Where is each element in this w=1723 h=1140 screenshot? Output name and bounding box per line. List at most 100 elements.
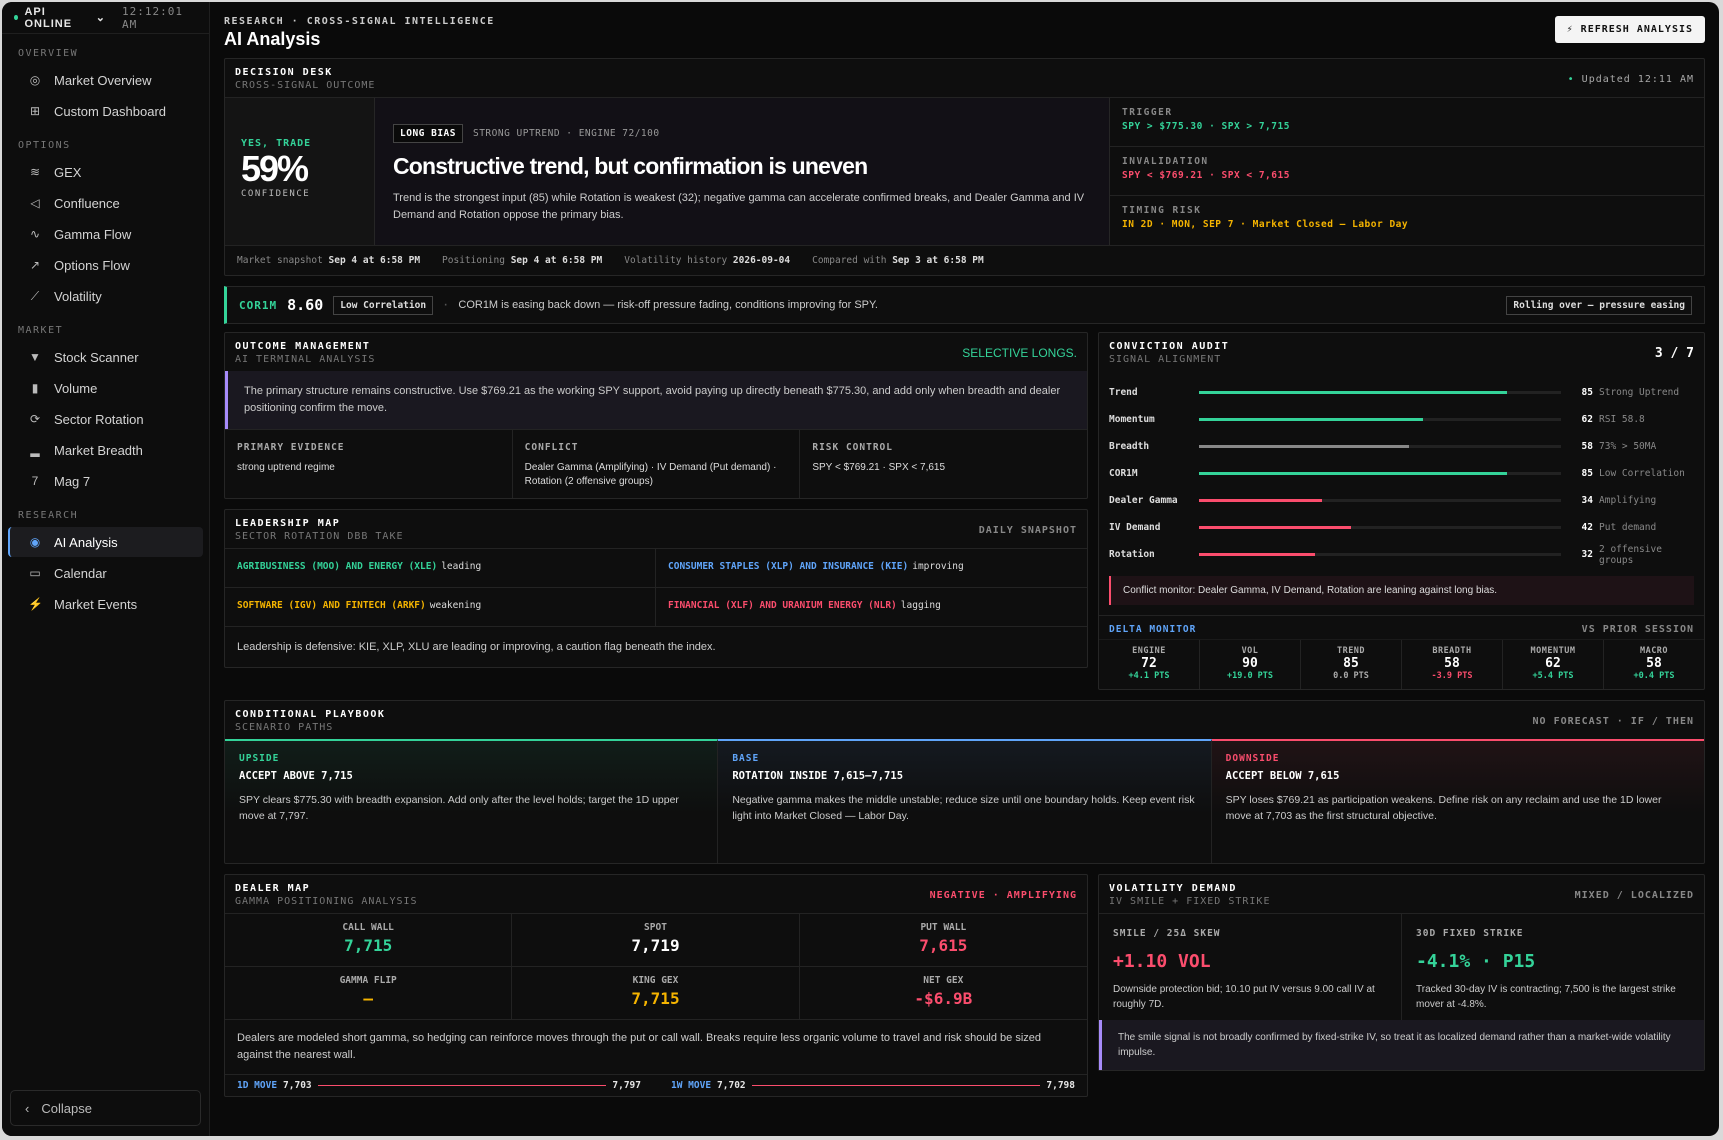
sidebar-item-sector-rotation[interactable]: ⟳ Sector Rotation (8, 404, 203, 434)
sidebar: API ONLINE ⌄ 12:12:01 AM OVERVIEW ◎ Market… (2, 2, 210, 1136)
api-status[interactable]: API ONLINE ⌄ 12:12:01 AM (2, 2, 209, 34)
delta-cell: MACRO 58 +0.4 PTS (1604, 640, 1704, 689)
invalidation-value: SPY < $769.21 · SPX < 7,615 (1122, 170, 1290, 181)
audit-row: COR1M 85 Low Correlation (1109, 460, 1694, 487)
audit-label: IV Demand (1109, 522, 1161, 533)
audit-note: Strong Uptrend (1599, 387, 1680, 398)
sidebar-item-confluence[interactable]: ◁ Confluence (8, 188, 203, 218)
sidebar-section-title: OVERVIEW (18, 48, 79, 59)
calendar-icon: ▭ (29, 566, 41, 580)
audit-label: Momentum (1109, 414, 1155, 425)
delta-grid: ENGINE 72 +4.1 PTS VOL 90 +19.0 PTS TREND 85 0.0… (1099, 639, 1704, 689)
vol-label: 30D FIXED STRIKE (1416, 928, 1524, 939)
status-time: 12:12:01 AM (121, 4, 183, 31)
audit-value: 85 (1581, 387, 1593, 398)
audit-note: Put demand (1599, 522, 1657, 533)
sidebar-item-market-events[interactable]: ⚡ Market Events (8, 589, 203, 619)
sidebar-item-market-overview[interactable]: ◎ Market Overview (8, 65, 203, 95)
card-subtitle: IV SMILE + FIXED STRIKE (1109, 896, 1271, 907)
scenario-upside: UPSIDE ACCEPT ABOVE 7,715 SPY clears $775.… (225, 739, 719, 863)
scenario-label: UPSIDE (239, 753, 280, 764)
snapshot-value: 2026-09-04 (732, 255, 791, 266)
audit-bar (1199, 526, 1561, 529)
sidebar-item-market-breadth[interactable]: ▂ Market Breadth (8, 435, 203, 465)
custom-dashboard-icon: ⊞ (29, 104, 41, 118)
card-subtitle: AI TERMINAL ANALYSIS (235, 354, 376, 365)
sidebar-item-label: Mag 7 (54, 473, 91, 489)
delta-change: +0.4 PTS (1633, 671, 1675, 681)
confidence-value: 59% (241, 148, 309, 189)
sidebar-item-gamma-flow[interactable]: ∿ Gamma Flow (8, 219, 203, 249)
sidebar-item-options-flow[interactable]: ↗ Options Flow (8, 250, 203, 280)
leadership-cell: FINANCIAL (XLF) AND URANIUM ENERGY (NLR)… (656, 588, 1087, 627)
dealer-cell-king-gex: KING GEX 7,715 (512, 967, 800, 1020)
timing-label: TIMING RISK (1122, 205, 1202, 216)
delta-cell: MOMENTUM 62 +5.4 PTS (1503, 640, 1604, 689)
sidebar-item-volume[interactable]: ▮ Volume (8, 373, 203, 403)
move-range: 1D MOVE 7,703 7,797 (237, 1080, 641, 1091)
evidence-row: PRIMARY EVIDENCE strong uptrend regime CON… (225, 429, 1087, 498)
sidebar-item-custom-dashboard[interactable]: ⊞ Custom Dashboard (8, 96, 203, 126)
move-high: 7,798 (1046, 1080, 1075, 1091)
scenario-heading: ACCEPT BELOW 7,615 (1225, 770, 1340, 782)
sidebar-item-mag-7[interactable]: 7 Mag 7 (8, 466, 203, 496)
dealer-label: NET GEX (923, 975, 964, 986)
chevron-left-icon: ‹ (25, 1100, 30, 1116)
dealer-label: CALL WALL (342, 922, 394, 933)
dealer-value: 7,615 (919, 936, 968, 955)
card-subtitle: SIGNAL ALIGNMENT (1109, 354, 1222, 365)
audit-list: Trend 85 Strong Uptrend Momentum 62 RSI 58.8 B… (1099, 371, 1704, 572)
refresh-analysis-button[interactable]: ⚡ REFRESH ANALYSIS (1554, 16, 1705, 43)
collapse-button[interactable]: ‹ Collapse (10, 1090, 201, 1126)
vol-column: SMILE / 25Δ SKEW +1.10 VOL Downside protec… (1099, 914, 1402, 1020)
card-title: DEALER MAP (235, 883, 311, 894)
scenario-heading: ROTATION INSIDE 7,615–7,715 (732, 770, 904, 782)
move-label: 1D MOVE (237, 1080, 278, 1091)
scenario-text: SPY loses $769.21 as participation weake… (1225, 794, 1662, 822)
audit-row: Trend 85 Strong Uptrend (1109, 379, 1694, 406)
audit-bar-fill (1199, 391, 1507, 394)
leadership-grid: AGRIBUSINESS (MOO) AND ENERGY (XLE) leadi… (225, 549, 1087, 627)
snapshot-key: Positioning (442, 255, 505, 266)
sidebar-item-label: Custom Dashboard (54, 103, 166, 119)
audit-bar (1199, 472, 1561, 475)
snapshot-item: Volatility history 2026-09-04 (624, 255, 790, 266)
move-range-line (317, 1085, 607, 1086)
audit-score: 3 / 7 (1654, 345, 1694, 361)
card-title: LEADERSHIP MAP (235, 518, 341, 529)
audit-bar (1199, 391, 1561, 394)
main-content: RESEARCH · CROSS-SIGNAL INTELLIGENCE AI … (210, 2, 1719, 1136)
vol-value: -4.1% · P15 (1416, 951, 1536, 972)
timing-value: IN 2D · MON, SEP 7 · Market Closed — Lab… (1122, 219, 1409, 230)
audit-note: 73% > 50MA (1599, 441, 1657, 452)
card-title: DECISION DESK (235, 67, 333, 78)
sidebar-item-calendar[interactable]: ▭ Calendar (8, 558, 203, 588)
vol-text: Tracked 30-day IV is contracting; 7,500 … (1416, 984, 1676, 1010)
bias-sub: STRONG UPTREND · ENGINE 72/100 (472, 128, 660, 139)
dealer-value: 7,715 (631, 989, 680, 1008)
sidebar-item-gex[interactable]: ≋ GEX (8, 157, 203, 187)
audit-bar-fill (1199, 553, 1315, 556)
decision-headline: Constructive trend, but confirmation is … (393, 153, 868, 179)
api-status-label: API ONLINE (24, 5, 73, 30)
cor1m-bar: COR1M 8.60 Low Correlation · COR1M is ea… (224, 286, 1705, 324)
move-range: 1W MOVE 7,702 7,798 (671, 1080, 1075, 1091)
delta-value: 85 (1343, 656, 1359, 671)
audit-note: 2 offensive groups (1599, 543, 1662, 566)
volatility-icon: ⟋ (30, 288, 40, 303)
sidebar-item-stock-scanner[interactable]: ▼ Stock Scanner (8, 342, 203, 372)
snapshot-item: Market snapshot Sep 4 at 6:58 PM (237, 255, 420, 266)
dealer-value: 7,719 (631, 936, 680, 955)
audit-row: Breadth 58 73% > 50MA (1109, 433, 1694, 460)
dealer-label: SPOT (644, 922, 667, 933)
snapshot-bar: Market snapshot Sep 4 at 6:58 PM Position… (225, 246, 1704, 275)
audit-label: Trend (1109, 387, 1138, 398)
sidebar-item-ai-analysis[interactable]: ◉ AI Analysis (8, 527, 203, 557)
scenario-label: DOWNSIDE (1225, 753, 1280, 764)
leadership-cell: SOFTWARE (IGV) AND FINTECH (ARKF) weakeni… (225, 588, 656, 627)
audit-value: 62 (1581, 414, 1593, 425)
leadership-sectors: FINANCIAL (XLF) AND URANIUM ENERGY (NLR) (668, 600, 897, 611)
sidebar-item-volatility[interactable]: ⟋ Volatility (8, 281, 203, 311)
sidebar-item-label: AI Analysis (54, 534, 118, 550)
